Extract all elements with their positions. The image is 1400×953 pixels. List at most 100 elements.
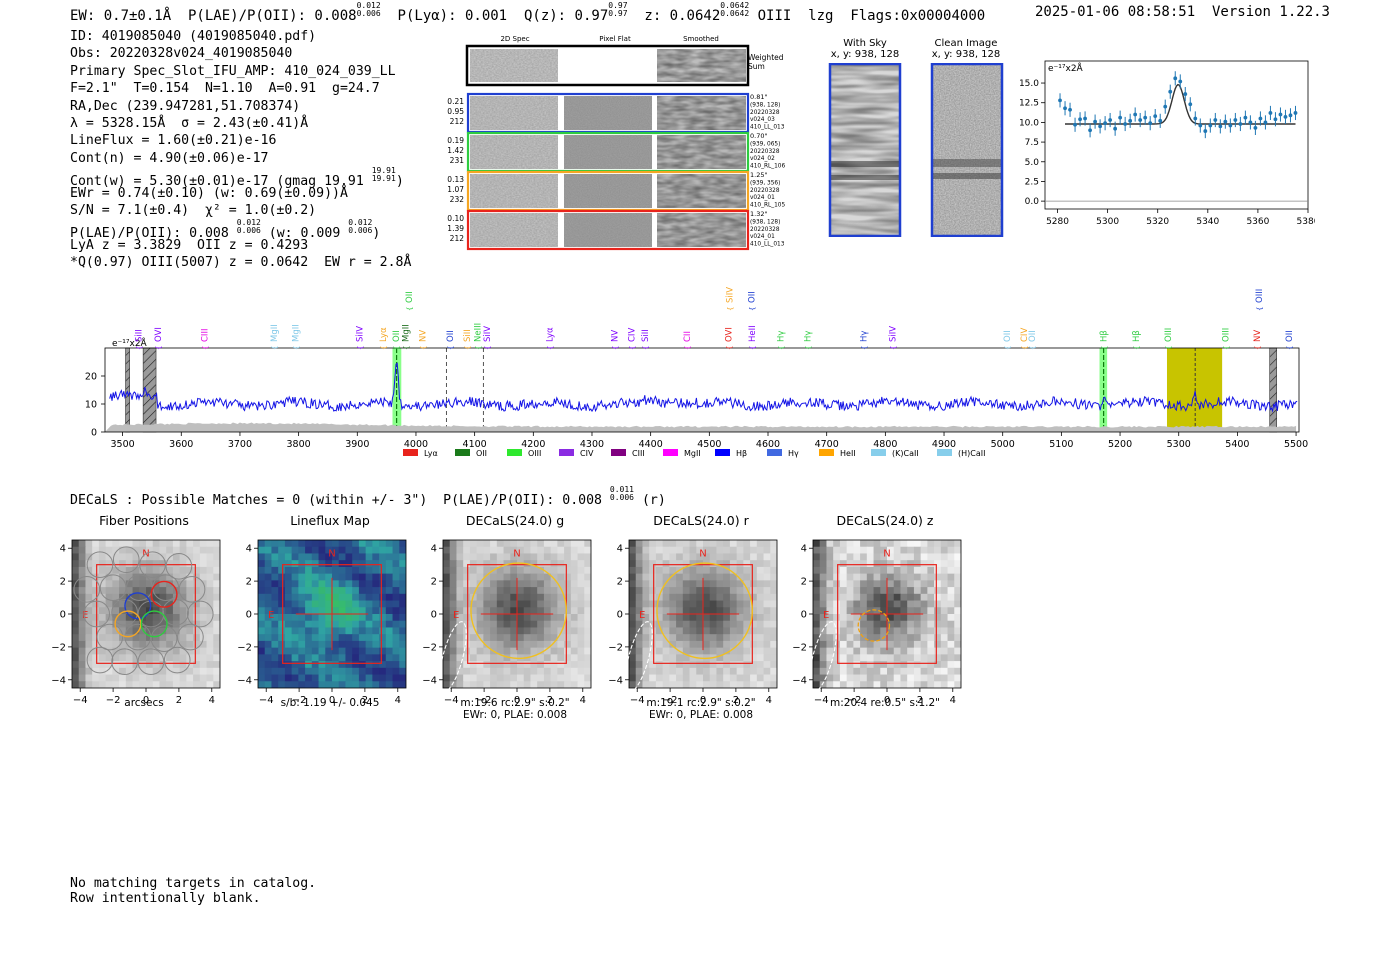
header-plya: P(Lyα): 0.001 xyxy=(397,8,508,24)
zoom-chart-plot xyxy=(1045,71,1308,202)
full-spectrum-chart: e⁻¹⁷x2Å 3500 3600 3700 3800 3900 4000 4100 4200… xyxy=(85,287,1308,458)
zoom-point xyxy=(1278,112,1283,117)
full-line-label: CIII xyxy=(201,329,211,342)
decals-plae-sup: 0.011 xyxy=(609,485,634,494)
decals-xtick-label: −4 xyxy=(814,695,829,706)
clean-image xyxy=(930,63,1004,237)
header-z-sup: 0.0642 xyxy=(720,1,750,10)
fiber-circle xyxy=(99,574,127,602)
full-line-label-tick: { xyxy=(1223,346,1231,350)
sky-cutouts xyxy=(828,63,1004,237)
decals-ytick-label: 4 xyxy=(246,544,252,555)
decals-xtick-label: 4 xyxy=(950,695,956,706)
full-line-label-tick: { xyxy=(1021,346,1029,350)
fiber-circle xyxy=(86,551,114,578)
header-plae-err: 0.012 0.006 xyxy=(357,2,381,18)
spec2d-row-meta: 1.32" xyxy=(750,210,767,218)
decals-panel-footer: m:20.4 re:0.5" s:1.2" xyxy=(791,697,979,709)
full-xtick-label: 4400 xyxy=(639,439,663,450)
legend-label: OIII xyxy=(528,449,541,458)
spec2d-row-stat: 212 xyxy=(450,234,465,243)
header-line: OIII xyxy=(757,8,792,24)
header-ew-plae: EW: 0.7±0.1Å P(LAE)/P(OII): 0.008 xyxy=(70,8,357,24)
full-line-label-tick: { xyxy=(464,346,472,350)
legend-label: MgII xyxy=(684,449,701,458)
weighted-sum-row xyxy=(465,44,750,87)
spec2d-raw-noise xyxy=(470,213,558,247)
aperture-box xyxy=(282,564,382,664)
header-summary: EW: 0.7±0.1Å P(LAE)/P(OII): 0.008 0.012 0.… xyxy=(70,1,985,25)
decals-xtick-label: 2 xyxy=(362,695,368,706)
zoom-xtick-label: 5300 xyxy=(1096,217,1119,227)
spec2d-col-title: Pixel Flat xyxy=(599,35,631,43)
galaxy-aperture xyxy=(857,609,891,642)
fiber-circle xyxy=(83,600,110,628)
full-line-label: OVI xyxy=(725,327,735,342)
full-noise-fill xyxy=(105,422,1297,432)
full-line-label: OIII xyxy=(1222,328,1232,342)
full-spectrum-legend: Lyα OII OIII CIV CIII MgII Hβ Hγ HeII (K)CaII (H)C… xyxy=(403,449,985,458)
clean-image-title: Clean Image x, y: 938, 128 xyxy=(926,38,1006,60)
decals-ytick-label: 0 xyxy=(60,610,66,621)
decals-panel-image: N E −4 −4 −2 −2 0 0 2 2 4 4 xyxy=(237,539,407,706)
info-id: ID: 4019085040 (4019085040.pdf) xyxy=(70,29,317,44)
north-marker: N xyxy=(513,548,520,559)
zoom-point xyxy=(1078,117,1082,122)
full-line-label: NV xyxy=(418,330,428,342)
fiber-circle xyxy=(137,600,165,628)
zoom-ytick-label: 0.0 xyxy=(1025,197,1040,207)
info-cont-w: Cont(w) = 5.30(±0.01)e-17 (gmag 19.91 19… xyxy=(70,166,404,190)
info-plae: P(LAE)/P(OII): 0.008 0.012 0.006 (w: 0.00… xyxy=(70,218,381,242)
spec2d-smoothed-noise xyxy=(657,174,746,208)
full-spectrum-line xyxy=(109,362,1298,413)
fiber-circle xyxy=(178,576,206,603)
header-qz-err: 0.97 0.97 xyxy=(608,2,627,18)
zoom-point xyxy=(1253,126,1258,130)
legend-swatch xyxy=(663,449,678,456)
spec2d-row-stat: 0.21 xyxy=(447,97,464,106)
decals-ytick-label: −2 xyxy=(792,642,807,653)
zoom-point xyxy=(1058,98,1062,103)
legend-swatch xyxy=(767,449,782,456)
decals-xtick-label: −2 xyxy=(106,695,121,706)
decals-panel-title: DECaLS(24.0) r xyxy=(653,513,749,528)
spec2d-row-stat: 231 xyxy=(450,156,465,165)
north-marker: N xyxy=(328,548,335,559)
zoom-point xyxy=(1208,123,1213,128)
zoom-point xyxy=(1088,128,1092,133)
zoom-point xyxy=(1258,116,1263,121)
zoom-point xyxy=(1068,107,1072,112)
full-line-label: OII xyxy=(748,291,758,303)
zoom-point xyxy=(1213,118,1218,122)
full-xtick-label: 5100 xyxy=(1049,439,1073,450)
spec2d-row-meta: 0.81" xyxy=(750,93,767,101)
full-line-label-tick: { xyxy=(642,346,650,350)
decals-footer-line-1: arcsecs xyxy=(124,697,164,709)
info-plae-w-sup: 0.012 xyxy=(348,218,373,228)
spec2d-raw-noise xyxy=(470,96,558,130)
full-line-label: NeIII xyxy=(474,323,484,342)
decals-footer-line-1: m:19.6 rc:2.9" s:0.2" xyxy=(460,697,570,709)
legend-swatch xyxy=(403,449,418,456)
full-line-label: SiIV xyxy=(356,326,366,342)
decals-xtick-label: 4 xyxy=(395,695,401,706)
full-spectrum-frame xyxy=(104,347,1300,433)
full-line-label-tick: { xyxy=(202,346,210,350)
full-line-label: CIV xyxy=(1020,328,1030,342)
full-line-label-tick: { xyxy=(447,346,455,350)
header-plae-sup: 0.012 xyxy=(356,1,381,10)
info-lineflux: LineFlux = 1.60(±0.21)e-16 xyxy=(70,133,277,149)
spec2d-smoothed-noise xyxy=(657,135,746,169)
header-plae-sub: 0.006 xyxy=(356,9,381,18)
full-line-label-tick: { xyxy=(406,307,414,311)
zoom-point xyxy=(1198,123,1203,128)
east-marker: E xyxy=(453,610,459,621)
decals-xtick-label: 0 xyxy=(143,695,149,706)
full-xtick-label: 4100 xyxy=(463,439,487,450)
aperture-box xyxy=(837,564,937,664)
